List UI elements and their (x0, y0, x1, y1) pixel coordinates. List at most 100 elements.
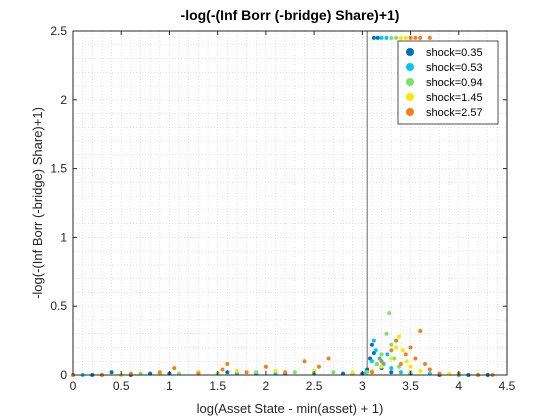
data-point (365, 370, 370, 375)
y-tick-label: 2.5 (50, 24, 67, 38)
legend-box (397, 40, 499, 125)
x-tick-label: 3.5 (402, 379, 419, 393)
data-point (396, 334, 401, 339)
legend-entry-label: shock=0.35 (426, 47, 483, 59)
legend-entry-label: shock=2.57 (426, 107, 483, 119)
data-point (413, 35, 418, 40)
data-point (408, 364, 413, 369)
data-point (418, 328, 423, 333)
data-point (389, 356, 394, 361)
data-point (369, 359, 374, 364)
y-tick-label: 0.5 (50, 299, 67, 313)
data-point (394, 35, 399, 40)
data-point (350, 370, 355, 375)
data-point (389, 370, 394, 375)
data-point (273, 368, 278, 373)
data-point (225, 361, 230, 366)
data-point (418, 368, 423, 373)
data-point (394, 338, 399, 343)
data-point (398, 361, 403, 366)
x-tick-label: 0.5 (113, 379, 130, 393)
legend-entry-label: shock=0.94 (426, 77, 483, 89)
data-point (172, 366, 177, 371)
data-point (292, 370, 297, 375)
data-point (394, 345, 399, 350)
data-point (389, 366, 394, 371)
x-axis: 0 0.5 1 1.5 2 2.5 3 3.5 4 4.5 (70, 31, 516, 393)
data-point (427, 367, 432, 372)
data-point (404, 359, 409, 364)
data-point (373, 348, 378, 353)
legend-marker (406, 78, 414, 86)
x-tick-label: 4.5 (499, 379, 516, 393)
data-point (389, 342, 394, 347)
data-point (302, 359, 307, 364)
series-1 (80, 35, 461, 377)
data-point (398, 35, 403, 40)
data-point (427, 35, 432, 40)
data-point (418, 35, 423, 40)
y-tick-label: 1 (60, 230, 67, 244)
y-tick-label: 1.5 (50, 162, 67, 176)
data-point (403, 352, 408, 357)
x-tick-label: 1 (166, 379, 173, 393)
y-axis: 0 0.5 1 1.5 2 2.5 (50, 24, 507, 382)
data-point (312, 368, 317, 373)
data-point (371, 338, 376, 343)
data-point (220, 367, 225, 372)
legend-marker (406, 108, 414, 116)
data-point (389, 35, 394, 40)
data-point (392, 356, 397, 361)
data-point (244, 370, 249, 375)
legend-entry-label: shock=0.53 (426, 62, 483, 74)
data-point (316, 364, 321, 369)
data-point (387, 311, 392, 316)
data-point (369, 342, 374, 347)
data-point (413, 356, 418, 361)
data-point (408, 345, 413, 350)
data-point (389, 348, 394, 353)
data-point (423, 361, 428, 366)
data-point (109, 370, 114, 375)
data-point (369, 370, 374, 375)
data-point (375, 35, 380, 40)
data-point (408, 35, 413, 40)
data-point (384, 331, 389, 336)
series-2 (99, 35, 481, 377)
x-tick-label: 1.5 (209, 379, 226, 393)
data-point (371, 35, 376, 40)
data-point (254, 370, 259, 375)
data-point (379, 352, 384, 357)
x-tick-label: 3 (359, 379, 366, 393)
data-point (374, 361, 379, 366)
grid (73, 31, 507, 375)
x-tick-label: 0 (70, 379, 77, 393)
legend-entry-label: shock=1.45 (426, 92, 483, 104)
data-point (234, 368, 239, 373)
series-3 (119, 35, 481, 377)
y-axis-label: -log(-(Inf Borr (-bridge) Share)+1) (30, 107, 45, 299)
data-point (379, 359, 384, 364)
data-point (326, 356, 331, 361)
data-point (400, 348, 405, 353)
data-point (263, 364, 268, 369)
data-point (331, 370, 336, 375)
data-point (384, 35, 389, 40)
data-point (379, 35, 384, 40)
data-point (398, 370, 403, 375)
x-tick-label: 2 (263, 379, 270, 393)
data-point (385, 352, 390, 357)
data-point (225, 370, 230, 375)
data-point (283, 370, 288, 375)
data-point (157, 370, 162, 375)
legend: shock=0.35 shock=0.53 shock=0.94 shock=1.45… (397, 40, 499, 125)
y-tick-label: 2 (60, 93, 67, 107)
x-tick-label: 4 (455, 379, 462, 393)
legend-marker (406, 48, 414, 56)
chart-title: -log(-(Inf Borr (-bridge) Share)+1) (181, 7, 400, 23)
axes-frame (72, 30, 508, 376)
legend-marker (406, 63, 414, 71)
y-tick-label: 0 (60, 368, 67, 382)
x-tick-label: 2.5 (306, 379, 323, 393)
